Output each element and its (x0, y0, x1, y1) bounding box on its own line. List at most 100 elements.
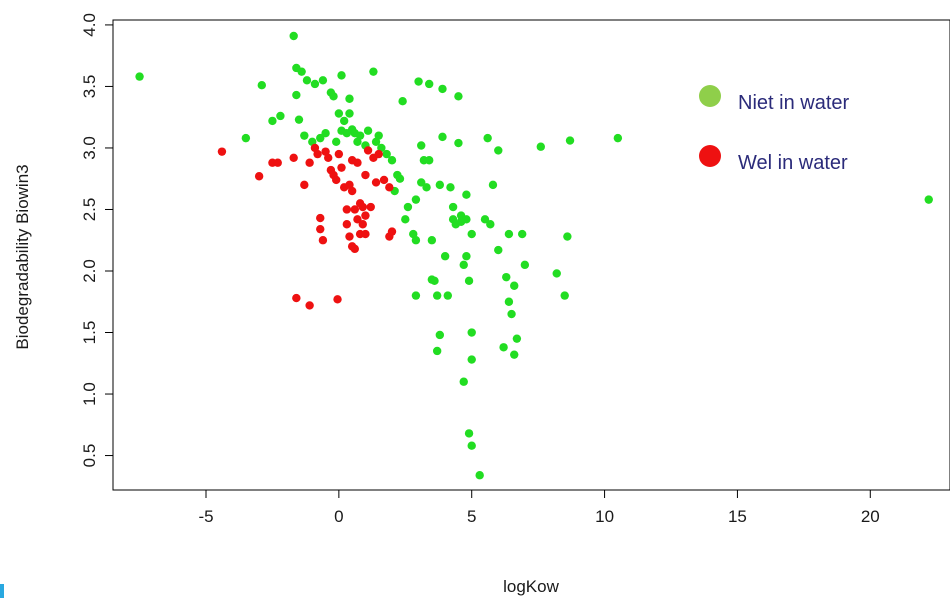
data-point (467, 328, 476, 337)
x-axis-title: logKow (503, 577, 559, 596)
data-point (438, 132, 447, 142)
data-point (318, 76, 328, 85)
data-point (480, 215, 490, 224)
data-point (297, 67, 306, 76)
data-point (924, 195, 933, 204)
y-axis-title: Biodegradability Biowin3 (13, 164, 32, 349)
data-point (135, 72, 144, 81)
data-point (353, 158, 362, 167)
y-tick-label: 1.5 (80, 321, 99, 345)
data-point (417, 141, 426, 150)
data-point (289, 153, 298, 163)
series-wel-in-water (217, 143, 397, 310)
data-point (305, 301, 314, 310)
x-tick-label: 10 (595, 507, 614, 526)
data-point (342, 205, 352, 214)
data-point (411, 291, 421, 300)
data-point (342, 220, 352, 229)
legend-marker-niet-in-water (699, 85, 721, 107)
data-point (494, 146, 503, 155)
data-point (454, 92, 463, 101)
data-point (371, 178, 381, 187)
data-point (332, 175, 341, 185)
legend: Niet in water Wel in water (699, 85, 849, 174)
y-tick-label: 2.0 (80, 259, 99, 283)
data-point (440, 252, 450, 261)
x-axis: -5 0 5 10 15 20 (198, 490, 880, 526)
data-point (462, 215, 471, 224)
data-point (273, 158, 282, 167)
data-point (374, 131, 383, 140)
data-point (339, 116, 349, 126)
data-point (464, 429, 474, 438)
data-point (313, 149, 322, 159)
data-point (403, 202, 413, 212)
data-point (430, 276, 439, 286)
data-point (332, 137, 341, 147)
data-point (374, 149, 383, 159)
data-point (432, 291, 442, 300)
data-point (385, 183, 394, 192)
data-point (289, 31, 298, 41)
data-point (387, 156, 397, 165)
data-point (292, 90, 301, 100)
data-point (613, 133, 623, 143)
y-tick-label: 1.0 (80, 382, 99, 406)
data-point (510, 281, 519, 290)
data-point (361, 229, 370, 239)
data-point (435, 330, 445, 340)
data-point (333, 295, 342, 304)
data-point (443, 291, 452, 300)
data-point (446, 183, 455, 192)
data-point (467, 229, 476, 239)
data-point (438, 84, 447, 94)
data-point (316, 213, 325, 223)
data-point (358, 220, 367, 229)
data-points (135, 31, 933, 480)
data-point (462, 190, 471, 199)
data-point (483, 133, 492, 143)
data-point (316, 224, 325, 234)
x-tick-label: 5 (467, 507, 476, 526)
data-point (560, 291, 569, 300)
data-point (475, 471, 484, 480)
data-point (401, 215, 410, 224)
data-point (334, 149, 344, 159)
data-point (504, 297, 514, 306)
data-point (462, 252, 471, 261)
data-point (300, 180, 309, 190)
data-point (366, 202, 375, 212)
data-point (507, 309, 516, 319)
y-tick-label: 0.5 (80, 444, 99, 468)
data-point (520, 260, 530, 270)
y-tick-label: 4.0 (80, 13, 99, 37)
data-point (361, 170, 370, 180)
data-point (454, 138, 463, 148)
data-point (427, 236, 437, 245)
y-axis: 0.5 1.0 1.5 2.0 2.5 3.0 3.5 4.0 (80, 13, 113, 467)
data-point (310, 79, 320, 89)
data-point (422, 183, 431, 192)
data-point (504, 229, 514, 239)
data-point (347, 186, 357, 196)
data-point (486, 220, 495, 229)
data-point (464, 276, 474, 286)
data-point (448, 202, 458, 212)
x-tick-label: 20 (861, 507, 880, 526)
data-point (411, 195, 421, 204)
data-point (294, 115, 304, 124)
data-point (300, 131, 309, 140)
series-niet-in-water (135, 31, 933, 480)
data-point (398, 97, 407, 106)
data-point (502, 272, 511, 282)
data-point (334, 109, 344, 118)
data-point (268, 116, 277, 126)
data-point (345, 109, 354, 118)
x-tick-label: 0 (334, 507, 343, 526)
data-point (302, 76, 312, 85)
data-point (395, 174, 405, 183)
y-tick-label: 2.5 (80, 198, 99, 222)
data-point (379, 175, 389, 185)
data-point (337, 71, 346, 80)
data-point (276, 111, 285, 121)
